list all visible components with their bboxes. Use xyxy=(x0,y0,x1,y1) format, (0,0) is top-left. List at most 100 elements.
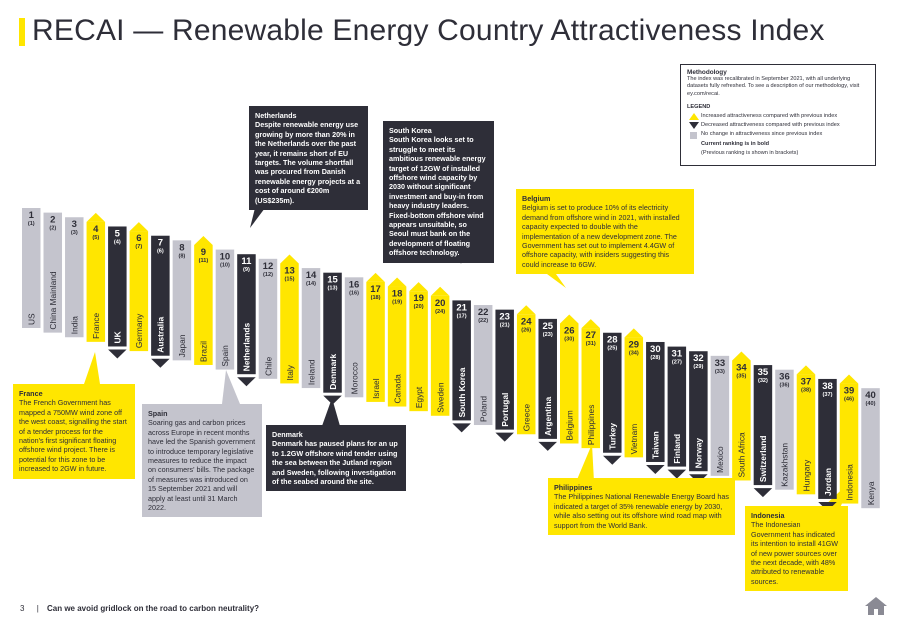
bar-group-norway: 32(29) Norway xyxy=(689,351,708,484)
rank-label: 30 xyxy=(650,344,661,355)
country-label: Italy xyxy=(285,364,295,380)
previous-rank-label: (11) xyxy=(199,258,209,264)
bar-group-greece: 24(26) Greece xyxy=(516,305,536,435)
rank-label: 19 xyxy=(413,293,424,304)
bar-group-france: 4(5) France xyxy=(86,212,106,342)
previous-rank-label: (29) xyxy=(693,364,703,370)
rank-label: 36 xyxy=(779,372,790,383)
rank-label: 18 xyxy=(392,289,403,300)
rank-label: 2 xyxy=(50,215,55,226)
arrow-up-egypt xyxy=(409,282,428,292)
title-accent-bar xyxy=(19,18,25,46)
rank-label: 32 xyxy=(693,353,704,364)
legend-current-text: Current ranking is in bold xyxy=(701,140,770,147)
bar-group-finland: 31(27) Finland xyxy=(667,346,687,479)
bar-israel xyxy=(366,281,385,402)
callout-indonesia-text: The Indonesian Government has indicated … xyxy=(751,520,839,586)
bar-group-indonesia: 39(46) Indonesia xyxy=(839,374,859,504)
bar-south-korea xyxy=(452,300,471,421)
country-label: Mexico xyxy=(715,446,725,473)
country-label: Turkey xyxy=(608,423,618,450)
bar-group-belgium: 26(30) Belgium xyxy=(560,314,579,444)
bar-group-poland: 22(22) Poland xyxy=(473,305,493,426)
rank-label: 26 xyxy=(564,326,575,337)
footer-divider: | xyxy=(36,604,39,613)
rank-label: 21 xyxy=(456,302,467,313)
previous-rank-label: (38) xyxy=(801,387,811,393)
bar-finland xyxy=(667,346,687,467)
arrow-down-denmark xyxy=(323,395,342,405)
bar-argentina xyxy=(538,318,557,439)
callout-denmark-title: Denmark xyxy=(272,430,303,439)
previous-rank-label: (46) xyxy=(844,397,854,403)
previous-rank-label: (26) xyxy=(521,327,531,333)
callout-belgium-title: Belgium xyxy=(522,194,551,203)
bar-jordan xyxy=(818,378,837,499)
arrow-up-canada xyxy=(387,277,407,287)
bar-group-chile: 12(12) Chile xyxy=(258,258,278,379)
rank-label: 4 xyxy=(93,224,99,235)
bar-india xyxy=(65,217,84,338)
bar-group-spain: 10(10) Spain xyxy=(215,249,235,370)
callout-france-title: France xyxy=(19,389,43,398)
bar-egypt xyxy=(409,291,428,412)
bar-spain xyxy=(215,249,235,370)
bar-group-australia: 7(6) Australia xyxy=(151,235,170,368)
country-label: Norway xyxy=(694,438,704,469)
bar-group-philippines: 27(31) Philippines xyxy=(581,319,601,449)
country-label: Egypt xyxy=(414,386,424,408)
bar-group-india: 3(3) India xyxy=(65,217,84,338)
rank-label: 28 xyxy=(607,335,618,346)
bar-vietnam xyxy=(624,337,644,458)
bar-group-egypt: 19(20) Egypt xyxy=(409,282,428,412)
previous-rank-label: (24) xyxy=(435,309,445,315)
bar-switzerland xyxy=(753,365,773,486)
rank-label: 3 xyxy=(72,219,77,230)
bar-group-portugal: 23(21) Portugal xyxy=(495,309,514,442)
country-label: Belgium xyxy=(565,410,575,440)
legend-same-text: No change in attractiveness since previo… xyxy=(701,131,823,138)
rank-label: 7 xyxy=(158,238,163,249)
country-label: Hungary xyxy=(801,459,811,491)
country-label: Denmark xyxy=(328,353,338,389)
bar-group-germany: 6(7) Germany xyxy=(129,222,149,352)
arrow-up-belgium xyxy=(560,314,579,324)
previous-rank-label: (25) xyxy=(607,346,617,352)
rank-label: 20 xyxy=(435,298,446,309)
arrow-up-philippines xyxy=(581,319,601,329)
legend-down: Decreased attractiveness compared with p… xyxy=(687,122,869,130)
previous-rank-label: (34) xyxy=(629,350,639,356)
triangle-down-icon xyxy=(689,122,699,130)
arrow-down-australia xyxy=(151,358,170,368)
callout-spain-title: Spain xyxy=(148,409,168,418)
arrow-up-indonesia xyxy=(839,374,859,384)
country-label: US xyxy=(27,313,37,325)
methodology-title: Methodology xyxy=(687,69,727,76)
arrow-up-israel xyxy=(366,272,385,282)
bar-chile xyxy=(258,258,278,379)
country-label: South Africa xyxy=(737,432,747,478)
bar-australia xyxy=(151,235,170,356)
rank-label: 24 xyxy=(521,316,532,327)
home-icon[interactable] xyxy=(864,596,888,616)
arrow-up-germany xyxy=(129,222,149,232)
spain-pointer xyxy=(222,370,240,404)
country-label: Morocco xyxy=(349,362,359,394)
bar-belgium xyxy=(560,323,579,444)
bar-group-denmark: 15(13) Denmark xyxy=(323,272,342,405)
rank-label: 39 xyxy=(844,386,855,397)
bar-group-canada: 18(19) Canada xyxy=(387,277,407,407)
bar-group-taiwan: 30(28) Taiwan xyxy=(646,341,665,474)
bar-ireland xyxy=(301,268,321,389)
rank-label: 25 xyxy=(542,321,553,332)
callout-france-text: The French Government has mapped a 750MW… xyxy=(19,398,127,474)
square-gray-icon xyxy=(690,131,697,139)
rank-label: 40 xyxy=(865,390,876,401)
previous-rank-label: (13) xyxy=(328,286,338,292)
callout-indonesia-title: Indonesia xyxy=(751,511,785,520)
country-label: Switzerland xyxy=(758,436,768,483)
country-label: Taiwan xyxy=(651,431,661,459)
bar-group-argentina: 25(23) Argentina xyxy=(538,318,557,451)
callout-philippines-title: Philippines xyxy=(554,483,593,492)
